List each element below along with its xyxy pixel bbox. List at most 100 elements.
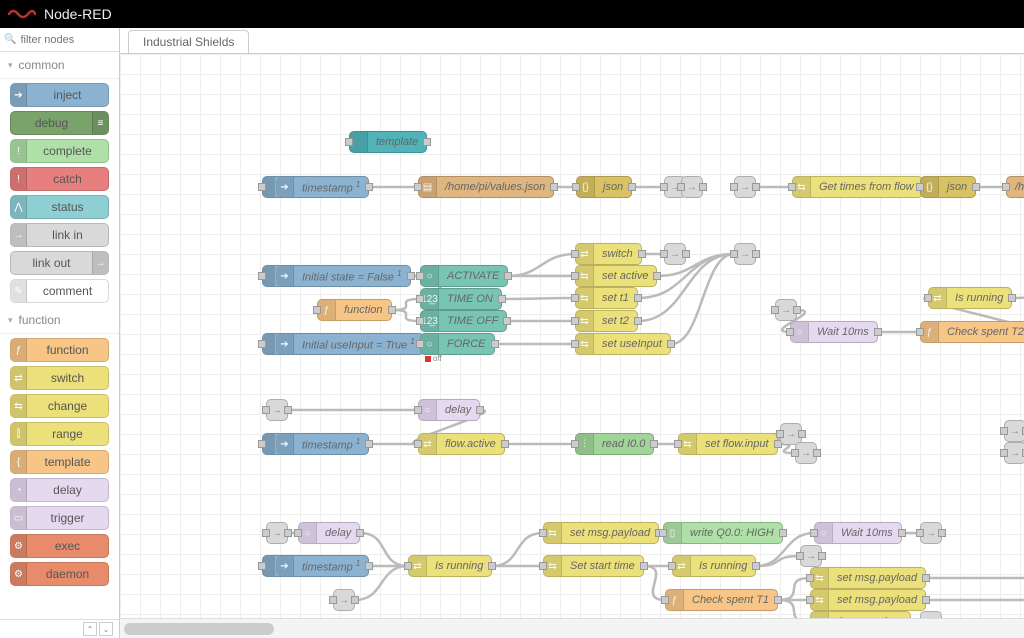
flow-node-r2_timeon[interactable]: 12̲3TIME ON — [420, 288, 502, 310]
input-port[interactable] — [786, 328, 794, 336]
palette-expand-btn[interactable]: ⌄ — [99, 622, 113, 636]
palette-search-input[interactable] — [20, 34, 115, 46]
input-port[interactable] — [539, 562, 547, 570]
input-port[interactable] — [294, 529, 302, 537]
flow-node-r3_flowactive[interactable]: ⇄flow.active — [418, 433, 505, 455]
input-port[interactable] — [345, 138, 353, 146]
flow-node-r4_isrun2[interactable]: ⇄Is running — [672, 555, 756, 577]
flow-node-r2_initT[interactable]: ➔Initial useInput = True 1 — [262, 333, 424, 355]
input-port[interactable] — [661, 596, 669, 604]
palette-node-exec[interactable]: ⚙exec — [10, 534, 109, 558]
input-port[interactable] — [916, 328, 924, 336]
flow-node-r4_setstart[interactable]: ⇆Set start time — [543, 555, 644, 577]
input-port[interactable] — [414, 406, 422, 414]
link-node[interactable]: → — [681, 176, 703, 198]
input-port[interactable] — [539, 529, 547, 537]
input-port[interactable] — [806, 574, 814, 582]
palette-node-debug[interactable]: debug≡ — [10, 111, 109, 135]
flow-node-r4_check1[interactable]: ƒCheck spent T1 — [665, 589, 778, 611]
flow-node-r4_setmsg[interactable]: ⇆set msg.payload — [543, 522, 659, 544]
input-port[interactable] — [659, 529, 667, 537]
output-port[interactable] — [407, 272, 415, 280]
palette-node-switch[interactable]: ⇄switch — [10, 366, 109, 390]
input-port[interactable] — [924, 294, 932, 302]
output-port[interactable] — [752, 562, 760, 570]
link-node[interactable]: → — [800, 545, 822, 567]
link-node[interactable]: → — [775, 299, 797, 321]
link-node[interactable]: → — [1004, 442, 1024, 464]
flow-node-r2_switch[interactable]: ⇄switch — [575, 243, 642, 265]
flow-node-r4_setmsg2[interactable]: ⇆set msg.payload — [810, 567, 926, 589]
palette-node-complete[interactable]: !complete — [10, 139, 109, 163]
flow-node-r2_isrun[interactable]: ⇄Is running — [928, 287, 1012, 309]
palette-node-trigger[interactable]: ▭trigger — [10, 506, 109, 530]
palette-node-link-out[interactable]: link out→ — [10, 251, 109, 275]
palette-node-inject[interactable]: ➔inject — [10, 83, 109, 107]
palette-node-link-in[interactable]: →link in — [10, 223, 109, 247]
flow-node-r2_activate[interactable]: ○ACTIVATEoff — [420, 265, 508, 287]
input-port[interactable] — [571, 340, 579, 348]
input-port[interactable] — [571, 294, 579, 302]
input-port[interactable] — [571, 317, 579, 325]
flow-node-r2_setactive[interactable]: ⇆set active — [575, 265, 657, 287]
output-port[interactable] — [874, 328, 882, 336]
flow-node-r2_check2[interactable]: ƒCheck spent T2 — [920, 321, 1024, 343]
flow-node-r3_setflow[interactable]: ⇆set flow.input — [678, 433, 778, 455]
flow-node-r2_initF[interactable]: ➔Initial state = False 1 — [262, 265, 411, 287]
flow-node-r1_file[interactable]: ▤/home/pi/values.json — [418, 176, 554, 198]
output-port[interactable] — [476, 406, 484, 414]
output-port[interactable] — [504, 272, 512, 280]
palette-node-delay[interactable]: ◔delay — [10, 478, 109, 502]
output-port[interactable] — [365, 562, 373, 570]
flow-node-r1_gettimes[interactable]: ⇆Get times from flow — [792, 176, 923, 198]
input-port[interactable] — [810, 529, 818, 537]
flow-node-r2_setuse[interactable]: ⇆set useInput — [575, 333, 671, 355]
output-port[interactable] — [628, 183, 636, 191]
link-node[interactable]: → — [734, 176, 756, 198]
output-port[interactable] — [1008, 294, 1016, 302]
input-port[interactable] — [416, 340, 424, 348]
input-port[interactable] — [414, 183, 422, 191]
output-port[interactable] — [488, 562, 496, 570]
link-node[interactable]: → — [266, 399, 288, 421]
palette-category-function[interactable]: ▾function — [0, 307, 119, 334]
output-port[interactable] — [638, 250, 646, 258]
flow-node-r2_sett1[interactable]: ⇆set t1 — [575, 287, 638, 309]
output-port[interactable] — [650, 440, 658, 448]
flow-node-r2_force[interactable]: ○FORCEoff — [420, 333, 495, 355]
flow-node-r4_setmsg3[interactable]: ⇆set msg.payload — [810, 589, 926, 611]
link-node[interactable]: → — [920, 611, 942, 618]
output-port[interactable] — [898, 529, 906, 537]
output-port[interactable] — [640, 562, 648, 570]
flow-node-r3_readio[interactable]: ⫶read I0.0 — [575, 433, 654, 455]
output-port[interactable] — [501, 440, 509, 448]
palette-node-catch[interactable]: !catch — [10, 167, 109, 191]
output-port[interactable] — [423, 138, 431, 146]
flow-node-r4_ts[interactable]: ➔timestamp 1 — [262, 555, 369, 577]
palette-search[interactable]: 🔍 — [0, 28, 119, 52]
input-port[interactable] — [572, 183, 580, 191]
palette-node-range[interactable]: ⫿range — [10, 422, 109, 446]
palette-node-template[interactable]: {template — [10, 450, 109, 474]
output-port[interactable] — [667, 340, 675, 348]
flow-node-r2_timeoff[interactable]: 12̲3TIME OFF — [420, 310, 507, 332]
flow-node-r3_ts[interactable]: ➔timestamp 1 — [262, 433, 369, 455]
flow-node-r1_json2[interactable]: {}json — [920, 176, 976, 198]
flow-node-r1_file2[interactable]: /home/pi/values.json▤ — [1006, 176, 1024, 198]
output-port[interactable] — [491, 340, 499, 348]
input-port[interactable] — [258, 340, 266, 348]
output-port[interactable] — [388, 306, 396, 314]
output-port[interactable] — [365, 183, 373, 191]
input-port[interactable] — [806, 596, 814, 604]
flow-node-template[interactable]: template — [349, 131, 427, 153]
flow-node-r2_sett2[interactable]: ⇆set t2 — [575, 310, 638, 332]
output-port[interactable] — [356, 529, 364, 537]
flow-tab[interactable]: Industrial Shields — [128, 30, 249, 53]
input-port[interactable] — [916, 183, 924, 191]
input-port[interactable] — [258, 440, 266, 448]
link-node[interactable]: → — [1004, 420, 1024, 442]
input-port[interactable] — [404, 562, 412, 570]
output-port[interactable] — [498, 295, 506, 303]
flow-node-r4_wait10[interactable]: ○Wait 10ms — [814, 522, 902, 544]
flow-canvas[interactable]: template ➔timestamp 1 ▤/home/pi/values.jso… — [120, 54, 1024, 618]
